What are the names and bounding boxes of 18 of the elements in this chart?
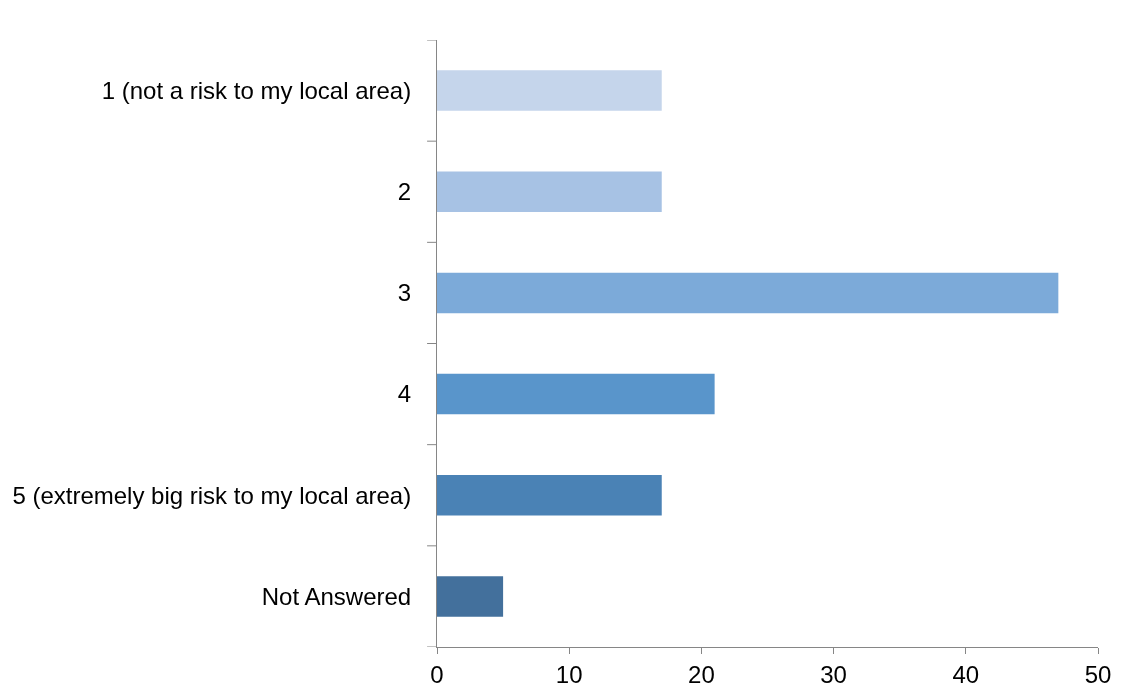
y-tick-label: 1 (not a risk to my local area): [101, 76, 412, 104]
y-tick-label: 2: [397, 178, 412, 206]
x-tick-label: 40: [952, 660, 980, 688]
bar: [437, 373, 715, 415]
x-tick-label: 20: [688, 660, 715, 688]
bar: [437, 171, 662, 212]
bar: [437, 70, 662, 111]
y-tick-label: Not Answered: [261, 582, 412, 610]
x-tick-label: 0: [430, 660, 444, 688]
bar: [437, 475, 662, 516]
bar: [437, 272, 1059, 314]
bar: [437, 576, 504, 617]
y-tick-label: 4: [397, 380, 412, 408]
y-tick-label: 5 (extremely big risk to my local area): [12, 481, 412, 509]
x-tick-label: 50: [1084, 660, 1112, 688]
y-tick-label: 3: [397, 279, 412, 307]
x-tick-label: 30: [820, 660, 847, 688]
x-tick-label: 10: [555, 660, 583, 688]
